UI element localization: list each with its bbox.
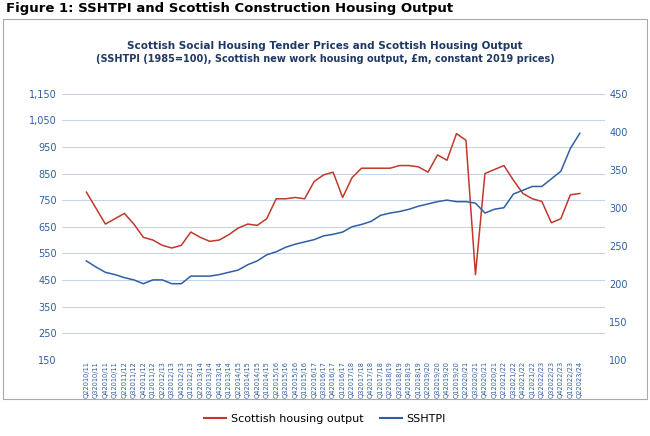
Scottish housing output — [576, 191, 584, 196]
Scottish housing output — [481, 171, 489, 176]
Scottish housing output — [367, 166, 375, 171]
SSHTPI — [386, 211, 394, 216]
Scottish housing output — [215, 237, 223, 242]
Text: Figure 1: SSHTPI and Scottish Construction Housing Output: Figure 1: SSHTPI and Scottish Constructi… — [6, 2, 454, 15]
SSHTPI — [225, 270, 233, 275]
Scottish housing output — [396, 163, 404, 168]
Text: (SSHTPI (1985=100), Scottish new work housing output, £m, constant 2019 prices): (SSHTPI (1985=100), Scottish new work ho… — [96, 54, 554, 64]
SSHTPI — [140, 281, 148, 286]
Scottish housing output — [452, 131, 460, 136]
SSHTPI — [405, 207, 413, 212]
Text: Scottish Social Housing Tender Prices and Scottish Housing Output: Scottish Social Housing Tender Prices an… — [127, 41, 523, 51]
SSHTPI — [576, 131, 584, 136]
Legend: Scottish housing output, SSHTPI: Scottish housing output, SSHTPI — [200, 409, 450, 428]
Scottish housing output — [376, 166, 384, 171]
SSHTPI — [528, 184, 536, 189]
SSHTPI — [471, 201, 479, 206]
Line: SSHTPI: SSHTPI — [86, 133, 580, 284]
Line: Scottish housing output: Scottish housing output — [86, 134, 580, 275]
SSHTPI — [376, 213, 384, 218]
Scottish housing output — [405, 163, 413, 168]
SSHTPI — [83, 258, 90, 263]
Scottish housing output — [471, 272, 479, 277]
Scottish housing output — [83, 190, 90, 195]
